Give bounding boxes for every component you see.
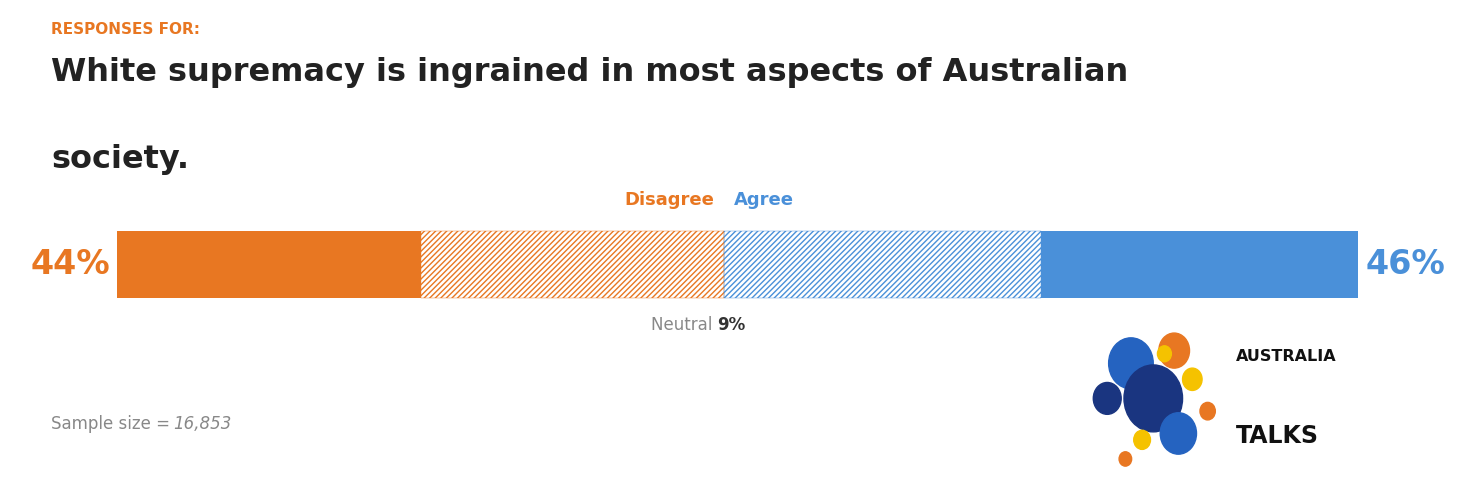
Text: AUSTRALIA: AUSTRALIA: [1236, 349, 1337, 364]
Text: 9%: 9%: [718, 316, 746, 334]
Circle shape: [1157, 346, 1171, 362]
Text: TALKS: TALKS: [1236, 424, 1320, 448]
Bar: [421, 231, 724, 298]
Circle shape: [1094, 382, 1122, 414]
Circle shape: [1124, 365, 1183, 432]
Circle shape: [1119, 452, 1132, 466]
Circle shape: [1158, 333, 1189, 368]
Text: 46%: 46%: [1365, 248, 1445, 281]
Text: Sample size =: Sample size =: [51, 415, 176, 433]
Text: Agree: Agree: [734, 191, 794, 209]
Circle shape: [1183, 368, 1202, 390]
Circle shape: [1108, 338, 1154, 389]
Bar: [1041, 231, 1358, 298]
Bar: [117, 231, 421, 298]
Text: White supremacy is ingrained in most aspects of Australian: White supremacy is ingrained in most asp…: [51, 57, 1129, 88]
Bar: [724, 231, 1041, 298]
Bar: [724, 231, 1041, 298]
Circle shape: [1133, 430, 1151, 449]
Circle shape: [1160, 413, 1196, 454]
Text: 16,853: 16,853: [173, 415, 232, 433]
Circle shape: [1199, 402, 1216, 420]
Bar: [421, 231, 724, 298]
Text: 44%: 44%: [31, 248, 110, 281]
Text: RESPONSES FOR:: RESPONSES FOR:: [51, 22, 200, 37]
Text: Disagree: Disagree: [624, 191, 713, 209]
Text: society.: society.: [51, 144, 189, 175]
Text: Neutral: Neutral: [650, 316, 718, 334]
